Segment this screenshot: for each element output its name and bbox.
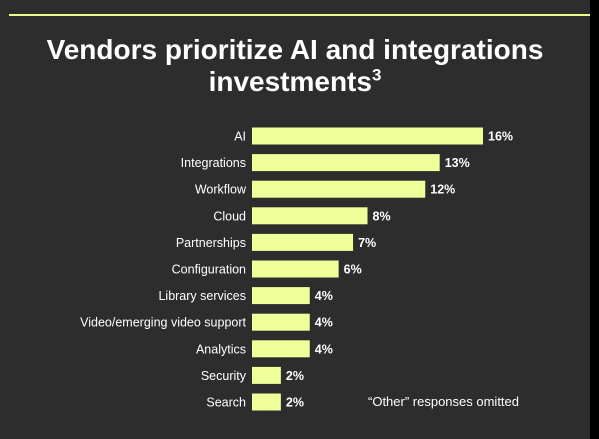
value-label: 8% bbox=[373, 209, 391, 223]
value-label: 16% bbox=[488, 130, 513, 144]
category-label: Cloud bbox=[213, 209, 246, 223]
value-label: 13% bbox=[445, 156, 470, 170]
category-label: Search bbox=[206, 396, 246, 410]
chart-title: Vendors prioritize AI and integrations i… bbox=[0, 34, 590, 98]
bar bbox=[252, 260, 339, 278]
value-label: 4% bbox=[315, 342, 333, 356]
bar bbox=[252, 127, 483, 145]
bar bbox=[252, 233, 354, 251]
category-label: Video/emerging video support bbox=[80, 316, 246, 330]
title-line-2: investments3 bbox=[0, 66, 590, 98]
category-label: Integrations bbox=[181, 156, 246, 170]
value-label: 7% bbox=[358, 236, 376, 250]
value-label: 4% bbox=[315, 289, 333, 303]
bar bbox=[252, 393, 281, 411]
category-label: Partnerships bbox=[176, 236, 246, 250]
value-label: 2% bbox=[286, 369, 304, 383]
bar bbox=[252, 313, 310, 331]
bar bbox=[252, 340, 310, 358]
accent-rule bbox=[9, 14, 590, 16]
value-label: 12% bbox=[430, 183, 455, 197]
category-label: Security bbox=[201, 369, 247, 383]
value-label: 2% bbox=[286, 396, 304, 410]
chart-note: “Other” responses omitted bbox=[368, 394, 520, 409]
bar bbox=[252, 207, 368, 225]
value-label: 6% bbox=[344, 263, 362, 277]
bar bbox=[252, 154, 440, 172]
category-label: Workflow bbox=[195, 183, 247, 197]
value-label: 4% bbox=[315, 316, 333, 330]
category-label: Configuration bbox=[172, 263, 246, 277]
title-line-1: Vendors prioritize AI and integrations bbox=[46, 34, 544, 65]
bar bbox=[252, 287, 310, 305]
category-label: Library services bbox=[158, 289, 246, 303]
footnote-marker: 3 bbox=[371, 65, 382, 85]
bar bbox=[252, 366, 281, 384]
category-label: AI bbox=[234, 130, 246, 144]
category-label: Analytics bbox=[196, 342, 246, 356]
bar bbox=[252, 180, 426, 198]
title-word: investments bbox=[208, 66, 372, 97]
